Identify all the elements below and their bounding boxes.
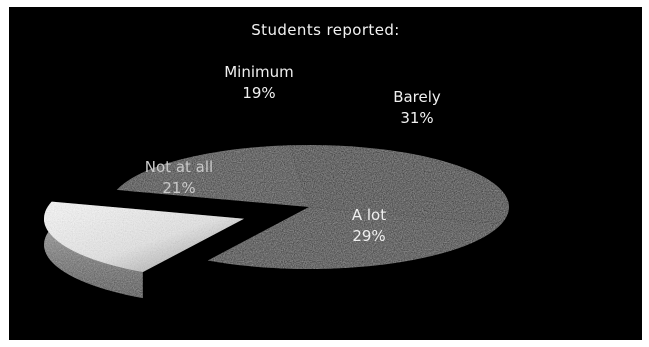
pie-slice-barely xyxy=(289,144,510,225)
pie-chart: Minimum 19% Barely 31% A lot 29% Not at all 21% xyxy=(44,63,510,299)
pie-slice-a-lot xyxy=(207,207,502,269)
chart-panel: Students reported: xyxy=(9,7,642,340)
pie-slice-side-not-at-all xyxy=(44,201,143,299)
slice-value-not-at-all: 21% xyxy=(162,179,195,197)
chart-title: Students reported: xyxy=(251,21,400,39)
pie-slice-minimum xyxy=(116,145,310,207)
slice-label-barely: Barely xyxy=(393,88,441,106)
slice-value-barely: 31% xyxy=(400,109,433,127)
slice-value-minimum: 19% xyxy=(242,84,275,102)
slice-label-a-lot: A lot xyxy=(352,206,386,224)
slice-label-not-at-all: Not at all xyxy=(145,158,213,176)
slice-value-a-lot: 29% xyxy=(352,227,385,245)
slice-label-minimum: Minimum xyxy=(224,63,294,81)
pie-slice-not-at-all xyxy=(44,201,245,273)
